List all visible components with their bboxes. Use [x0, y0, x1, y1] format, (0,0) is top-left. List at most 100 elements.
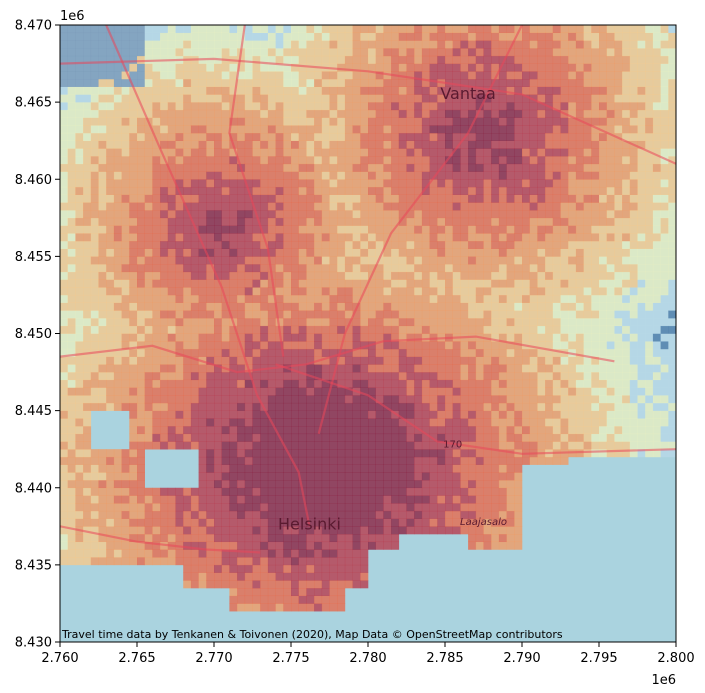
grid-cell: [483, 256, 492, 265]
grid-cell: [106, 186, 115, 195]
grid-cell: [414, 48, 423, 57]
grid-cell: [429, 71, 438, 80]
grid-cell: [137, 210, 145, 219]
grid-cell: [352, 63, 361, 72]
grid-cell: [106, 341, 115, 350]
grid-cell: [575, 410, 584, 419]
grid-cell: [237, 318, 246, 327]
grid-cell: [267, 402, 276, 411]
grid-cell: [160, 534, 169, 543]
grid-cell: [398, 395, 407, 404]
grid-cell: [491, 379, 500, 388]
grid-cell: [414, 372, 423, 381]
grid-cell: [252, 217, 261, 226]
grid-cell: [337, 25, 346, 34]
grid-cell: [614, 372, 623, 381]
grid-cell: [321, 318, 330, 327]
grid-cell: [383, 449, 392, 458]
grid-cell: [113, 325, 122, 334]
grid-cell: [391, 156, 400, 165]
grid-cell: [260, 71, 269, 80]
grid-cell: [383, 117, 392, 126]
grid-cell: [498, 32, 507, 41]
grid-cell: [421, 32, 430, 41]
grid-cell: [568, 194, 577, 203]
grid-cell: [460, 264, 469, 273]
grid-cell: [437, 503, 446, 512]
grid-cell: [183, 63, 192, 72]
grid-cell: [445, 102, 453, 111]
grid-cell: [98, 348, 107, 357]
grid-cell: [90, 294, 99, 303]
grid-cell: [414, 510, 423, 519]
grid-cell: [491, 503, 500, 512]
grid-cell: [414, 356, 423, 365]
grid-cell: [113, 240, 122, 249]
grid-cell: [475, 156, 484, 165]
grid-cell: [298, 564, 307, 573]
grid-cell: [90, 63, 99, 72]
grid-cell: [429, 387, 438, 396]
grid-cell: [137, 449, 145, 458]
grid-cell: [190, 210, 199, 219]
grid-cell: [160, 78, 169, 87]
grid-cell: [360, 503, 369, 512]
grid-cell: [475, 426, 484, 435]
grid-cell: [545, 48, 554, 57]
grid-cell: [452, 341, 461, 350]
grid-cell: [90, 48, 99, 57]
grid-cell: [475, 449, 484, 458]
grid-cell: [391, 372, 400, 381]
grid-cell: [514, 132, 523, 141]
grid-cell: [137, 557, 145, 566]
grid-cell: [545, 418, 554, 427]
grid-cell: [221, 210, 230, 219]
grid-cell: [614, 78, 623, 87]
grid-cell: [583, 387, 592, 396]
grid-cell: [391, 202, 400, 211]
grid-cell: [344, 510, 353, 519]
grid-cell: [452, 287, 461, 296]
grid-cell: [183, 109, 192, 118]
grid-cell: [491, 171, 500, 180]
grid-cell: [214, 86, 222, 95]
grid-cell: [552, 410, 561, 419]
grid-cell: [383, 248, 392, 257]
grid-cell: [337, 55, 346, 64]
grid-cell: [452, 233, 461, 242]
grid-cell: [206, 225, 215, 234]
grid-cell: [237, 480, 246, 489]
grid-cell: [614, 148, 623, 157]
grid-cell: [152, 372, 161, 381]
grid-cell: [606, 410, 615, 419]
grid-cell: [383, 294, 392, 303]
grid-cell: [113, 102, 122, 111]
grid-cell: [329, 271, 338, 280]
grid-cell: [314, 325, 323, 334]
grid-cell: [252, 78, 261, 87]
grid-cell: [529, 32, 538, 41]
grid-cell: [98, 248, 107, 257]
grid-cell: [190, 94, 199, 103]
grid-cell: [321, 102, 330, 111]
grid-cell: [614, 171, 623, 180]
travel-time-grid: [60, 25, 676, 612]
grid-cell: [175, 518, 184, 527]
grid-cell: [314, 310, 323, 319]
grid-cell: [368, 40, 376, 49]
grid-cell: [83, 356, 92, 365]
grid-cell: [198, 233, 207, 242]
grid-cell: [622, 202, 631, 211]
grid-cell: [445, 364, 453, 373]
grid-cell: [60, 210, 68, 219]
grid-cell: [506, 480, 515, 489]
grid-cell: [306, 426, 315, 435]
grid-cell: [229, 433, 238, 442]
grid-cell: [75, 248, 84, 257]
grid-cell: [291, 202, 299, 211]
grid-cell: [214, 156, 222, 165]
grid-cell: [67, 102, 76, 111]
grid-cell: [537, 71, 546, 80]
grid-cell: [237, 372, 246, 381]
grid-cell: [406, 78, 415, 87]
